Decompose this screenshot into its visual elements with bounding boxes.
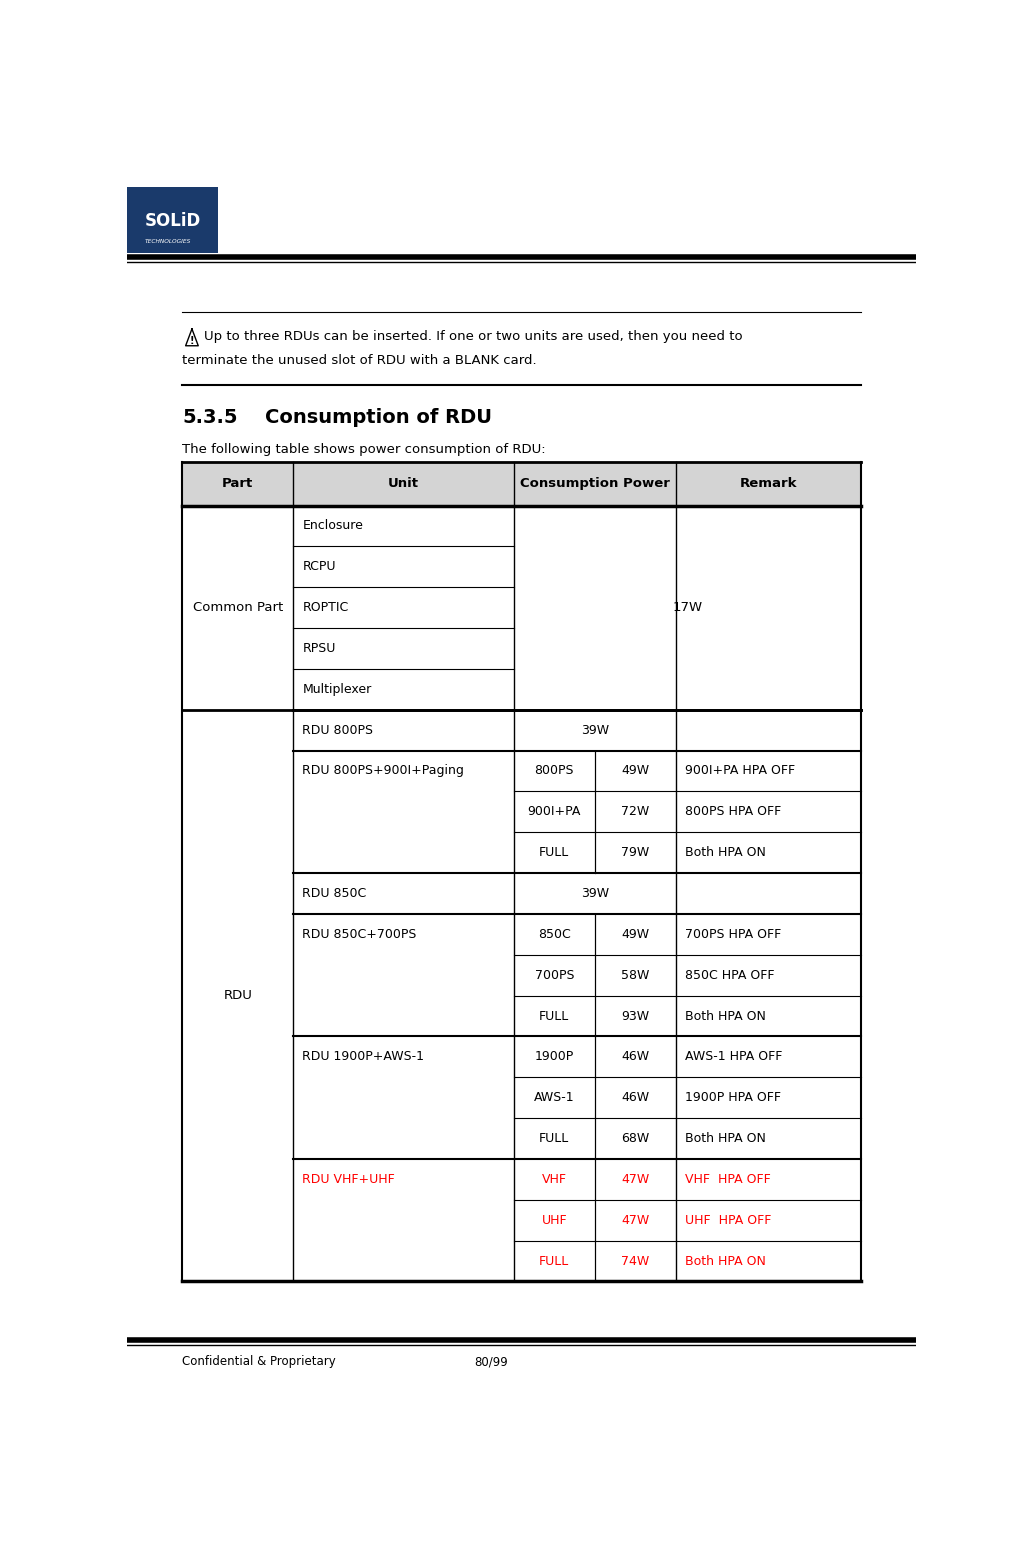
Text: 850C: 850C xyxy=(538,928,571,941)
Text: 49W: 49W xyxy=(621,764,649,777)
Text: Remark: Remark xyxy=(739,477,797,490)
FancyBboxPatch shape xyxy=(127,187,218,253)
Text: FULL: FULL xyxy=(540,1009,569,1022)
Text: Both HPA ON: Both HPA ON xyxy=(685,1009,766,1022)
Text: UHF  HPA OFF: UHF HPA OFF xyxy=(685,1214,772,1226)
Text: 900I+PA HPA OFF: 900I+PA HPA OFF xyxy=(685,764,795,777)
Text: Unit: Unit xyxy=(388,477,418,490)
Text: RDU 850C: RDU 850C xyxy=(302,888,366,900)
Text: Both HPA ON: Both HPA ON xyxy=(685,846,766,860)
Text: UHF: UHF xyxy=(542,1214,567,1226)
Text: VHF: VHF xyxy=(542,1173,567,1186)
Text: FULL: FULL xyxy=(540,1254,569,1268)
Text: 58W: 58W xyxy=(621,969,649,981)
Text: 900I+PA: 900I+PA xyxy=(527,805,581,819)
Text: AWS-1: AWS-1 xyxy=(534,1090,574,1104)
Text: Consumption Power: Consumption Power xyxy=(520,477,670,490)
Text: ROPTIC: ROPTIC xyxy=(302,601,348,615)
Text: RPSU: RPSU xyxy=(302,643,336,655)
Text: 46W: 46W xyxy=(621,1050,649,1064)
Text: RDU: RDU xyxy=(223,989,252,1002)
FancyBboxPatch shape xyxy=(182,462,861,505)
Text: 800PS: 800PS xyxy=(534,764,574,777)
Text: FULL: FULL xyxy=(540,1133,569,1145)
Text: 800PS HPA OFF: 800PS HPA OFF xyxy=(685,805,781,819)
Text: 49W: 49W xyxy=(621,928,649,941)
Text: 47W: 47W xyxy=(621,1214,649,1226)
Text: 39W: 39W xyxy=(580,724,609,736)
Text: RDU 850C+700PS: RDU 850C+700PS xyxy=(302,928,416,941)
Text: Part: Part xyxy=(222,477,253,490)
Text: TECHNOLOGIES: TECHNOLOGIES xyxy=(145,239,191,243)
Text: 74W: 74W xyxy=(621,1254,649,1268)
Text: Common Part: Common Part xyxy=(192,601,283,615)
Text: RDU VHF+UHF: RDU VHF+UHF xyxy=(302,1173,395,1186)
Text: VHF  HPA OFF: VHF HPA OFF xyxy=(685,1173,771,1186)
Text: 46W: 46W xyxy=(621,1090,649,1104)
Text: 79W: 79W xyxy=(621,846,649,860)
Text: Enclosure: Enclosure xyxy=(302,519,363,532)
Text: RDU 800PS+900I+Paging: RDU 800PS+900I+Paging xyxy=(302,764,464,777)
Text: 700PS: 700PS xyxy=(534,969,574,981)
Text: 5.3.5: 5.3.5 xyxy=(182,409,238,427)
Text: 1900P HPA OFF: 1900P HPA OFF xyxy=(685,1090,781,1104)
Text: Both HPA ON: Both HPA ON xyxy=(685,1133,766,1145)
Text: 72W: 72W xyxy=(621,805,649,819)
Text: 700PS HPA OFF: 700PS HPA OFF xyxy=(685,928,781,941)
Text: Confidential & Proprietary: Confidential & Proprietary xyxy=(182,1356,336,1368)
Text: 93W: 93W xyxy=(621,1009,649,1022)
Text: RDU 800PS: RDU 800PS xyxy=(302,724,374,736)
Text: Consumption of RDU: Consumption of RDU xyxy=(266,409,493,427)
Text: SOLiD: SOLiD xyxy=(145,212,201,229)
Text: 68W: 68W xyxy=(621,1133,649,1145)
Text: FULL: FULL xyxy=(540,846,569,860)
Text: The following table shows power consumption of RDU:: The following table shows power consumpt… xyxy=(182,443,546,456)
Text: 39W: 39W xyxy=(580,888,609,900)
Text: 47W: 47W xyxy=(621,1173,649,1186)
Text: RCPU: RCPU xyxy=(302,560,336,573)
Text: Up to three RDUs can be inserted. If one or two units are used, then you need to: Up to three RDUs can be inserted. If one… xyxy=(204,329,742,343)
Text: 1900P: 1900P xyxy=(534,1050,574,1064)
Text: 80/99: 80/99 xyxy=(474,1356,508,1368)
Text: 850C HPA OFF: 850C HPA OFF xyxy=(685,969,775,981)
Text: Both HPA ON: Both HPA ON xyxy=(685,1254,766,1268)
Text: Multiplexer: Multiplexer xyxy=(302,683,372,696)
Text: terminate the unused slot of RDU with a BLANK card.: terminate the unused slot of RDU with a … xyxy=(182,354,538,367)
Text: RDU 1900P+AWS-1: RDU 1900P+AWS-1 xyxy=(302,1050,425,1064)
Text: AWS-1 HPA OFF: AWS-1 HPA OFF xyxy=(685,1050,783,1064)
Text: 17W: 17W xyxy=(672,601,702,615)
Text: !: ! xyxy=(189,335,194,346)
